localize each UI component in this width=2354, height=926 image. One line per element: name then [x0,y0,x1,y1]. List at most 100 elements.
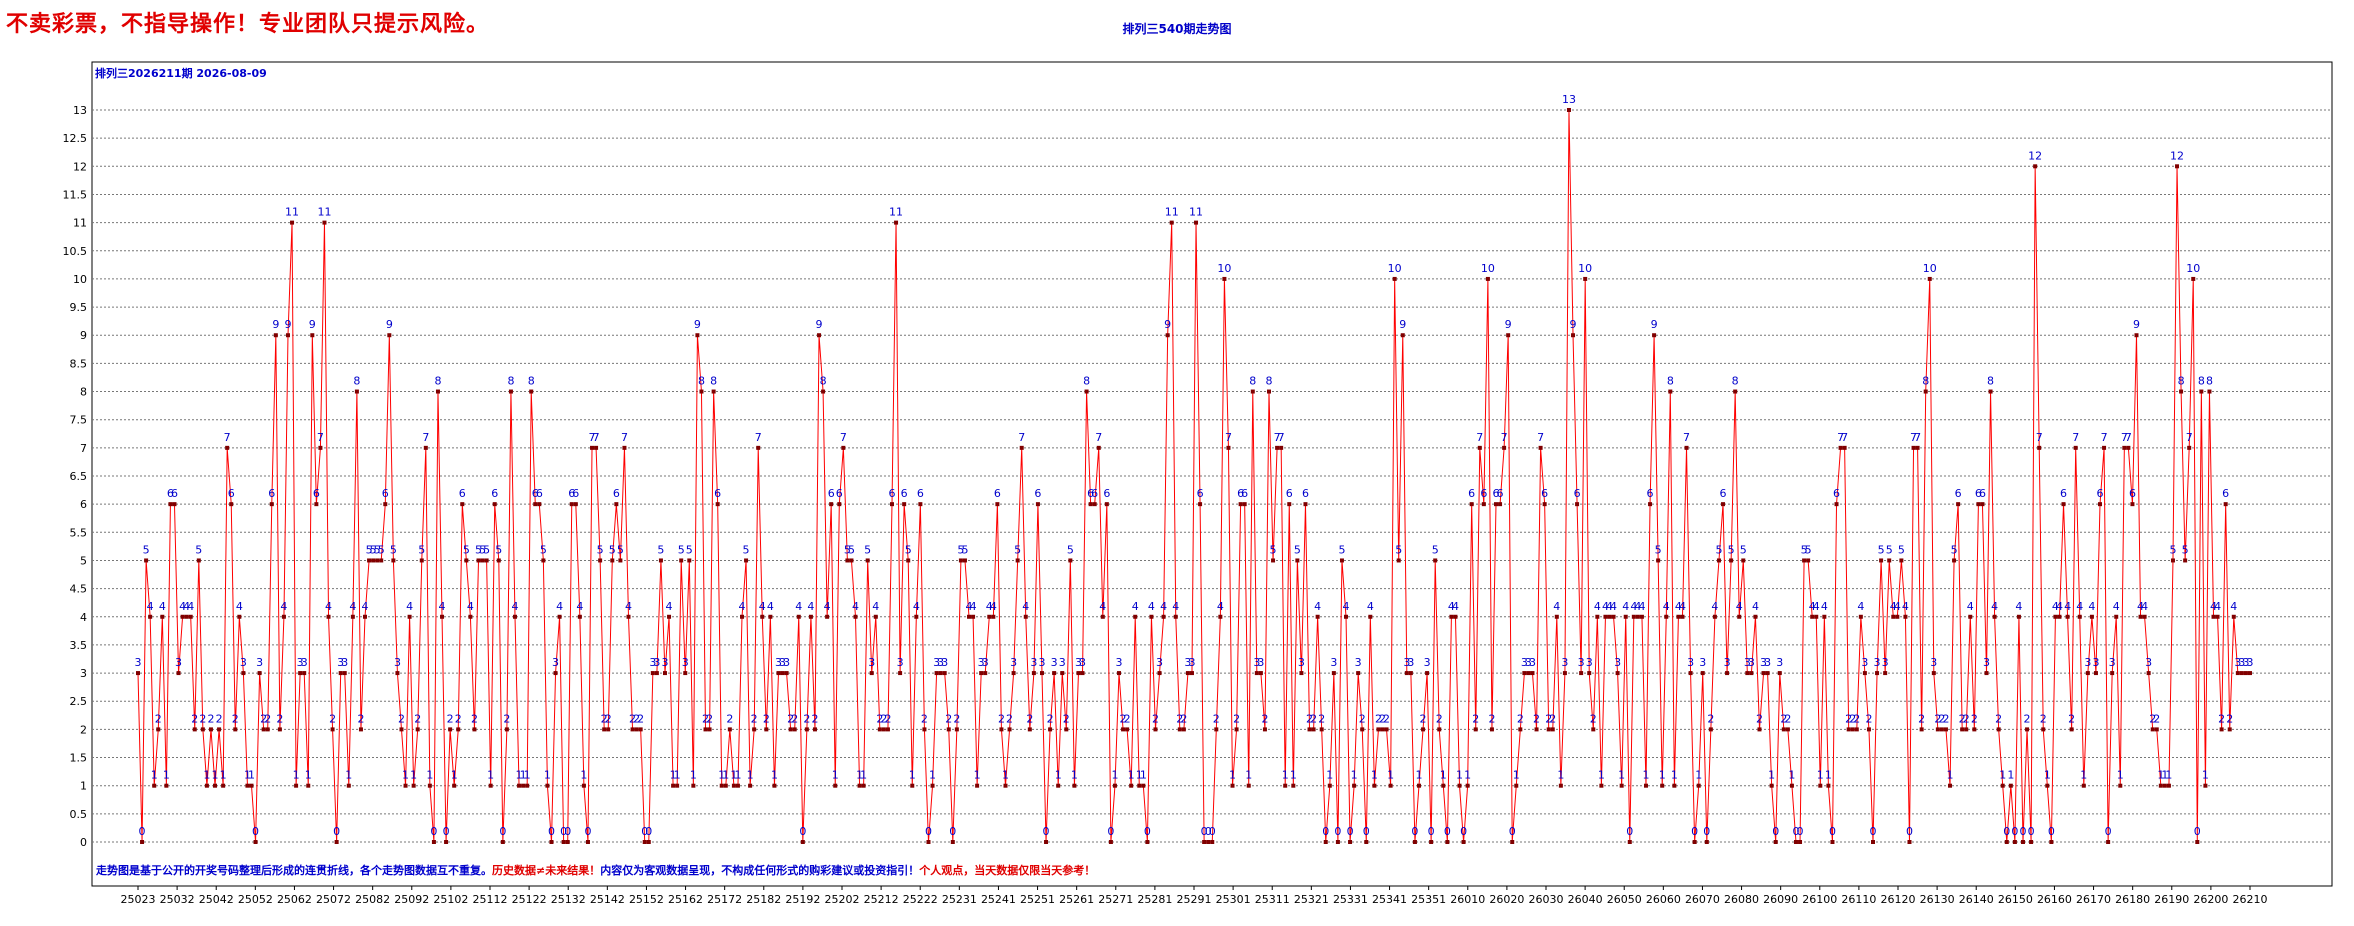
data-point [760,614,765,619]
data-label: 10 [1578,262,1592,275]
data-point [581,783,586,788]
data-point [573,502,578,507]
data-point [1850,727,1855,732]
data-point [1919,727,1924,732]
data-label: 4 [1099,600,1106,613]
data-label: 5 [2169,543,2176,556]
data-point [1895,614,1900,619]
data-label: 4 [1813,600,1820,613]
data-label: 1 [1618,769,1625,782]
data-label: 4 [1343,600,1350,613]
data-label: 9 [386,318,393,331]
y-tick-label: 13 [73,104,87,117]
data-point [967,614,972,619]
x-tick-label: 25072 [316,893,351,906]
data-point [1554,614,1559,619]
data-point [221,783,226,788]
data-point [1639,614,1644,619]
data-label: 5 [1801,543,1808,556]
data-label: 6 [1955,487,1962,500]
data-label: 4 [236,600,243,613]
data-label: 2 [1918,712,1925,725]
data-point [658,558,663,563]
x-tick-label: 26150 [1998,893,2033,906]
data-point [1785,727,1790,732]
data-point [2170,558,2175,563]
data-label: 4 [1630,600,1637,613]
data-point [496,558,501,563]
data-point [2187,445,2192,450]
data-label: 2 [1152,712,1159,725]
data-label: 3 [1188,656,1195,669]
data-point [1048,727,1053,732]
data-label: 9 [284,318,291,331]
data-point [1117,671,1122,676]
data-label: 12 [2170,149,2184,162]
data-label: 2 [633,712,640,725]
data-point [1344,614,1349,619]
data-point [735,783,740,788]
data-label: 5 [1951,543,1958,556]
data-point [180,614,185,619]
data-label: 4 [1857,600,1864,613]
data-label: 6 [714,487,721,500]
data-point [1315,614,1320,619]
data-point [342,671,347,676]
data-point [1562,671,1567,676]
data-label: 5 [1728,543,1735,556]
data-point [2166,783,2171,788]
data-label: 6 [1034,487,1041,500]
data-label: 1 [1351,769,1358,782]
data-point [277,727,282,732]
data-label: 4 [739,600,746,613]
data-point [1311,727,1316,732]
y-tick-label: 0 [80,836,87,849]
y-tick-label: 5 [80,554,87,567]
data-point [249,783,254,788]
data-label: 3 [1930,656,1937,669]
data-label: 0 [799,825,806,838]
data-point [1185,671,1190,676]
data-label: 1 [1598,769,1605,782]
data-label: 1 [2165,769,2172,782]
data-point [1652,333,1657,338]
data-point [1295,558,1300,563]
data-label: 10 [2186,262,2200,275]
data-point [748,783,753,788]
data-point [1356,671,1361,676]
data-point [606,727,611,732]
data-label: 2 [1995,712,2002,725]
data-point [358,727,363,732]
data-point [1429,840,1434,844]
data-point [1996,727,2001,732]
data-label: 5 [1014,543,1021,556]
data-label: 5 [195,543,202,556]
data-label: 4 [795,600,802,613]
data-label: 6 [836,487,843,500]
data-point [431,840,436,844]
data-point [2045,783,2050,788]
data-point [1360,727,1365,732]
data-point [346,783,351,788]
data-point [391,558,396,563]
data-label: 2 [503,712,510,725]
data-label: 2 [1488,712,1495,725]
data-label: 5 [1715,543,1722,556]
data-label: 7 [2186,431,2193,444]
data-point [2053,614,2058,619]
data-label: 7 [1683,431,1690,444]
data-point [1542,502,1547,507]
data-point [2158,783,2163,788]
x-tick-label: 25112 [473,893,508,906]
data-label: 2 [1942,712,1949,725]
data-label: 2 [601,712,608,725]
data-label: 10 [1388,262,1402,275]
data-point [285,333,290,338]
data-label: 2 [232,712,239,725]
data-label: 0 [2048,825,2055,838]
x-tick-label: 25082 [355,893,390,906]
data-label: 5 [390,543,397,556]
data-label: 2 [357,712,364,725]
data-label: 6 [1480,487,1487,500]
data-label: 5 [1338,543,1345,556]
